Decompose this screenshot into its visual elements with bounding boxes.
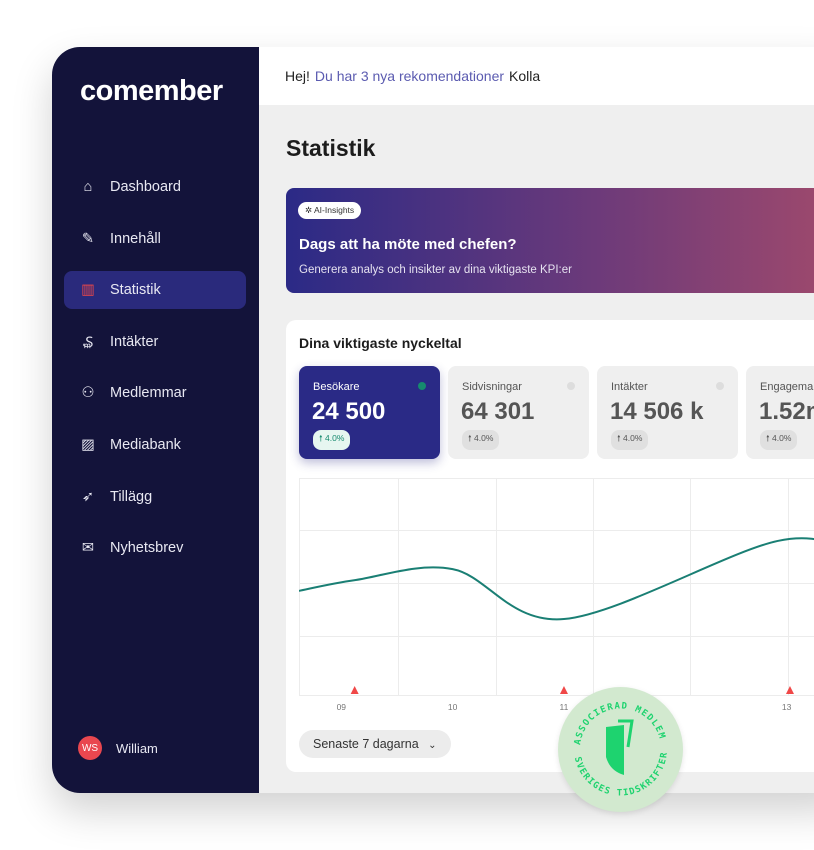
event-marker: [785, 686, 794, 694]
membership-badge-seal: ASSOCIERAD MEDLEM SVERIGES TIDSKRIFTER: [558, 687, 683, 812]
kpi-value: 64 301: [461, 398, 535, 425]
chevron-down-icon: ⌄: [428, 740, 437, 751]
sidebar-item-label: Mediabank: [110, 436, 181, 453]
avatar: WS: [78, 736, 102, 760]
banner-subtitle: Generera analys och insikter av dina vik…: [299, 264, 572, 276]
kpi-label: Intäkter: [611, 381, 648, 393]
kpi-change-badge: 🠕 4.0%: [611, 430, 649, 450]
users-icon: ⚇: [81, 385, 95, 402]
kpi-section-title: Dina viktigaste nyckeltal: [299, 335, 462, 351]
kpi-value: 14 506 k: [610, 398, 704, 425]
topbar: Hej! Du har 3 nya rekomendationer Kolla: [259, 47, 814, 105]
status-dot: [567, 382, 575, 390]
sidebar-item-nyhetsbrev[interactable]: ✉ Nyhetsbrev: [64, 529, 246, 567]
logo: comember: [80, 75, 223, 107]
mail-icon: ✉: [81, 540, 95, 557]
x-tick-label: 09: [337, 702, 347, 710]
kpi-label: Engagemang: [760, 381, 814, 393]
sidebar-item-tillägg[interactable]: ➶ Tillägg: [64, 478, 246, 516]
sidebar-item-label: Tillägg: [110, 488, 153, 505]
x-tick-label: 10: [448, 702, 458, 710]
line-chart: 09 10 11 13: [299, 478, 814, 710]
greeting: Hej!: [285, 68, 310, 84]
kpi-label: Sidvisningar: [462, 381, 522, 393]
app-window: comember ⌂ Dashboard ✎ Innehåll ▥ Statistik ₷ I…: [52, 47, 814, 793]
ai-insights-banner[interactable]: ✲ AI-Insights Dags att ha möte med chefe…: [286, 188, 814, 293]
sidebar-item-label: Innehåll: [110, 230, 161, 247]
kpi-tile[interactable]: Intäkter 14 506 k 🠕 4.0%: [597, 366, 738, 459]
sidebar-item-statistik[interactable]: ▥ Statistik: [64, 271, 246, 310]
status-dot: [716, 382, 724, 390]
kpi-change-badge: 🠕 4.0%: [760, 430, 798, 450]
sidebar-item-label: Nyhetsbrev: [110, 540, 184, 557]
user-profile[interactable]: WS William: [78, 736, 158, 760]
sidebar-item-label: Statistik: [110, 282, 161, 299]
kpi-value: 24 500: [312, 398, 386, 425]
sidebar-item-dashboard[interactable]: ⌂ Dashboard: [64, 168, 246, 206]
kpi-card: Dina viktigaste nyckeltal Besökare 24 500…: [286, 320, 814, 772]
chart-icon: ▥: [81, 282, 95, 299]
check-link[interactable]: Kolla: [509, 68, 541, 84]
edit-icon: ✎: [81, 230, 95, 247]
rocket-icon: ➶: [81, 488, 95, 505]
kpi-tile[interactable]: Sidvisningar 64 301 🠕 4.0%: [448, 366, 589, 459]
sidebar-item-mediabank[interactable]: ▨ Mediabank: [64, 426, 246, 464]
page-title: Statistik: [286, 135, 376, 161]
event-marker: [559, 686, 568, 694]
image-icon: ▨: [81, 436, 95, 453]
recommendations-link[interactable]: Du har 3 nya rekomendationer: [314, 68, 505, 84]
kpi-tile[interactable]: Engagemang 1.52m 🠕 4.0%: [746, 366, 814, 459]
series-line: [299, 537, 814, 621]
ai-insights-tag: ✲ AI-Insights: [298, 202, 362, 219]
kpi-tile[interactable]: Besökare 24 500 🠕 4.0%: [299, 366, 440, 459]
sidebar-item-medlemmar[interactable]: ⚇ Medlemmar: [64, 374, 246, 412]
sidebar-item-innehåll[interactable]: ✎ Innehåll: [64, 220, 246, 258]
event-marker: [350, 686, 359, 694]
sidebar: comember ⌂ Dashboard ✎ Innehåll ▥ Statistik ₷ I…: [52, 47, 259, 793]
sidebar-item-intäkter[interactable]: ₷ Intäkter: [64, 323, 246, 361]
sidebar-item-label: Dashboard: [110, 179, 181, 195]
kpi-change-badge: 🠕 4.0%: [313, 430, 351, 450]
banner-title: Dags att ha möte med chefen?: [299, 236, 517, 253]
x-tick-label: 11: [560, 702, 569, 710]
kpi-change-badge: 🠕 4.0%: [462, 430, 500, 450]
sidebar-item-label: Medlemmar: [110, 385, 187, 402]
kpi-value: 1.52m: [759, 398, 814, 425]
date-range-dropdown[interactable]: Senaste 7 dagarna ⌄: [299, 730, 451, 758]
sidebar-nav: ⌂ Dashboard ✎ Innehåll ▥ Statistik ₷ Intäkter ⚇ M…: [64, 168, 246, 581]
status-dot: [418, 382, 426, 390]
money-bag-icon: ₷: [82, 334, 94, 351]
kpi-label: Besökare: [313, 381, 360, 393]
home-icon: ⌂: [83, 179, 93, 195]
user-name: William: [116, 740, 158, 756]
sidebar-item-label: Intäkter: [110, 333, 159, 350]
main-content: Statistik ✲ AI-Insights Dags att ha möte…: [259, 105, 814, 793]
x-tick-label: 13: [782, 702, 792, 710]
